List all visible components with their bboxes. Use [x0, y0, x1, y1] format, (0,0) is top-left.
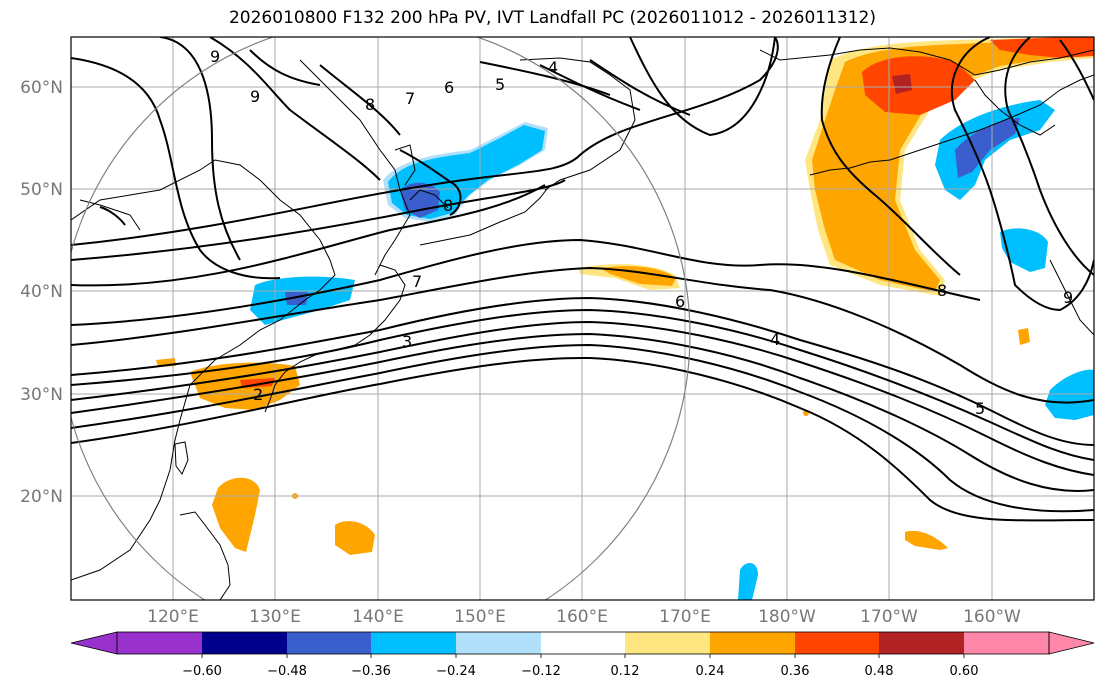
colorbar: −0.60 −0.48 −0.36 −0.24 −0.12 0.12 0.24 … — [70, 631, 1095, 679]
longitude-labels: 120°E 130°E 140°E 150°E 160°E 170°E 180°… — [147, 607, 1021, 627]
colorbar-tick-label: −0.12 — [521, 664, 561, 679]
pv-label: 8 — [365, 95, 375, 114]
ivt-negative-shading — [250, 100, 1094, 600]
pv-label: 5 — [975, 399, 985, 418]
colorbar-tick-label: 0.12 — [611, 664, 640, 679]
lon-label: 120°E — [147, 607, 199, 627]
ivt-pos-tropical-2 — [905, 530, 948, 550]
pv-label: 9 — [1063, 288, 1073, 307]
pv-label: 6 — [444, 78, 454, 97]
colorbar-segment — [964, 632, 1049, 654]
colorbar-segment — [117, 632, 202, 654]
pv-contours — [71, 37, 1094, 522]
colorbar-segment — [456, 632, 541, 654]
colorbar-segment — [202, 632, 287, 654]
lat-label: 30°N — [20, 385, 63, 405]
pv-label: 7 — [405, 89, 415, 108]
ivt-neg-tropical-east — [738, 563, 758, 600]
pv-label: 2 — [253, 385, 263, 404]
colorbar-tick-label: 0.36 — [781, 664, 810, 679]
colorbar-segment — [541, 632, 625, 654]
ivt-neg-bering-core — [955, 118, 1020, 178]
colorbar-tick-label: 0.48 — [865, 664, 894, 679]
lon-label: 130°E — [249, 607, 301, 627]
colorbar-tick-label: −0.36 — [351, 664, 391, 679]
colorbar-segment — [710, 632, 795, 654]
ivt-neg-okhotsk-core — [400, 182, 440, 218]
lat-label: 40°N — [20, 282, 63, 302]
graticule — [71, 37, 1094, 600]
lon-label: 150°E — [454, 607, 506, 627]
colorbar-segment — [287, 632, 371, 654]
colorbar-segment — [625, 632, 710, 654]
pv-label: 9 — [210, 47, 220, 66]
lat-label: 50°N — [20, 180, 63, 200]
lat-label: 60°N — [20, 78, 63, 98]
lon-label: 180°W — [758, 607, 816, 627]
map-title: 2026010800 F132 200 hPa PV, IVT Landfall… — [228, 8, 876, 28]
colorbar-segment — [795, 632, 879, 654]
ivt-neg-gulf — [1000, 228, 1048, 272]
lon-label: 140°E — [352, 607, 404, 627]
colorbar-tick-label: −0.48 — [267, 664, 307, 679]
lat-label: 20°N — [20, 487, 63, 507]
colorbar-segment — [371, 632, 456, 654]
lon-label: 160°W — [963, 607, 1021, 627]
coastlines — [71, 47, 1094, 600]
ivt-pos-tropical-1 — [335, 521, 375, 555]
colorbar-segment — [879, 632, 964, 654]
pv-label: 3 — [402, 332, 412, 351]
pv-label: 4 — [548, 58, 558, 77]
pv-contour-labels: 9 8 7 6 5 4 9 8 7 6 5 4 3 2 8 9 — [210, 47, 1073, 418]
pv-label: 5 — [495, 75, 505, 94]
colorbar-border — [116, 631, 1050, 655]
latitude-labels: 60°N 50°N 40°N 30°N 20°N — [20, 78, 63, 507]
colorbar-tick-label: −0.60 — [182, 664, 222, 679]
pv-label: 9 — [250, 87, 260, 106]
ivt-pos-small-1 — [1018, 328, 1030, 345]
colorbar-tick-label: 0.24 — [696, 664, 725, 679]
pv-label: 7 — [412, 272, 422, 291]
lon-label: 170°W — [860, 607, 918, 627]
lon-label: 170°E — [659, 607, 711, 627]
ivt-neg-east-edge — [1045, 369, 1094, 420]
landfall-region-circle — [71, 37, 691, 600]
ivt-pos-aleutian-darkred — [892, 74, 912, 94]
pv-label: 8 — [443, 196, 453, 215]
pv-label: 8 — [937, 281, 947, 300]
lon-label: 160°E — [556, 607, 608, 627]
colorbar-max-extension — [1048, 631, 1095, 655]
colorbar-tick-label: 0.60 — [950, 664, 979, 679]
pv-label: 4 — [770, 330, 780, 349]
ivt-pos-aleutian-red — [862, 56, 975, 115]
pv-label: 6 — [675, 292, 685, 311]
colorbar-min-extension — [70, 631, 118, 655]
colorbar-tick-label: −0.24 — [436, 664, 476, 679]
plot-border — [70, 36, 1095, 601]
